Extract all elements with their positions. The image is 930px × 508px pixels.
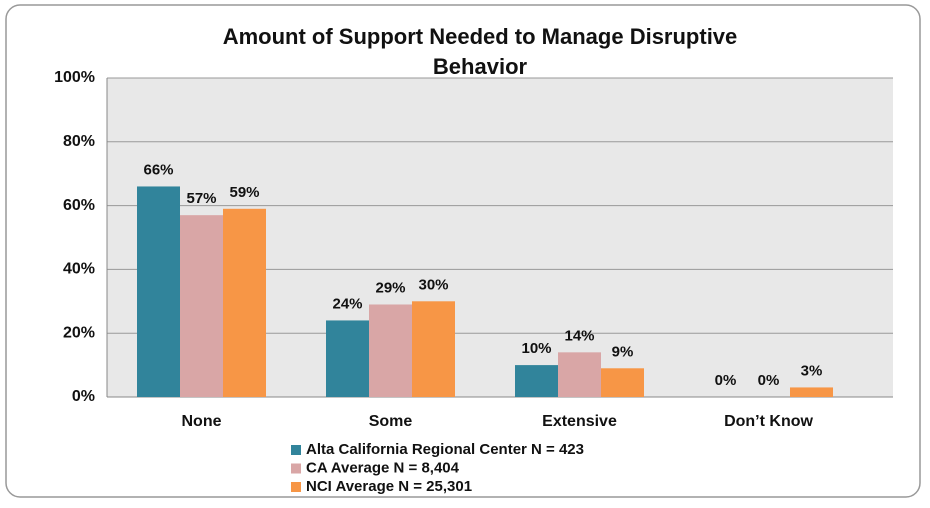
chart-title: Amount of Support Needed to Manage Disru…: [223, 24, 738, 79]
data-label: 0%: [715, 372, 737, 389]
legend-swatch: [291, 463, 301, 474]
bar: [412, 301, 455, 397]
y-tick-label: 40%: [63, 261, 95, 278]
data-label: 24%: [332, 295, 362, 312]
y-tick-label: 80%: [63, 133, 95, 150]
y-tick-label: 60%: [63, 197, 95, 214]
bar: [326, 320, 369, 397]
y-tick-label: 20%: [63, 324, 95, 341]
bar: [180, 215, 223, 397]
x-tick-label: Don’t Know: [724, 413, 813, 430]
y-tick-label: 100%: [54, 69, 95, 86]
data-label: 66%: [143, 161, 173, 178]
data-label: 3%: [801, 362, 823, 379]
bar: [515, 365, 558, 397]
legend-swatch: [291, 482, 301, 492]
data-label: 9%: [612, 343, 634, 360]
x-tick-label: Extensive: [542, 413, 617, 430]
bar: [137, 186, 180, 397]
data-label: 30%: [418, 276, 448, 293]
x-tick-label: None: [182, 413, 222, 430]
data-label: 14%: [564, 327, 594, 344]
legend-label: NCI Average N = 25,301: [306, 478, 472, 495]
bar: [601, 368, 644, 397]
bar: [369, 304, 412, 397]
data-label: 57%: [186, 190, 216, 207]
bar: [558, 352, 601, 397]
legend-swatch: [291, 445, 301, 455]
bar: [790, 387, 833, 397]
x-tick-label: Some: [369, 413, 413, 430]
data-label: 0%: [758, 372, 780, 389]
data-label: 59%: [229, 184, 259, 201]
y-tick-label: 0%: [72, 388, 95, 405]
legend-label: CA Average N = 8,404: [306, 459, 460, 476]
data-label: 10%: [521, 340, 551, 357]
data-label: 29%: [375, 279, 405, 296]
legend-label: Alta California Regional Center N = 423: [306, 441, 584, 458]
bar: [223, 208, 266, 397]
